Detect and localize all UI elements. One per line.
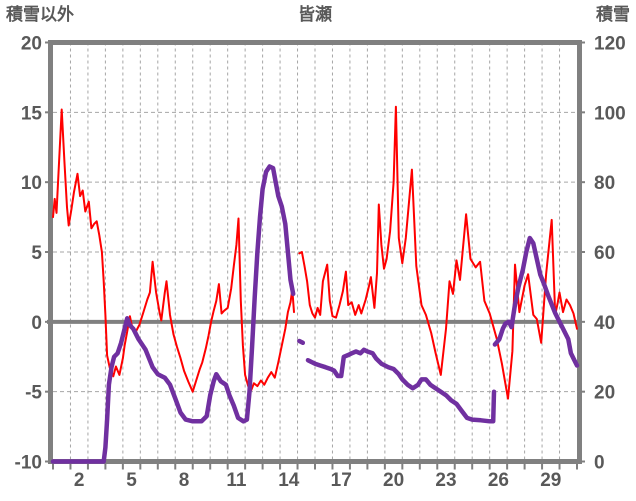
left-axis-tick-label: -5 — [25, 383, 42, 404]
left-axis-tick-label: 20 — [21, 34, 42, 55]
right-axis-tick-label: 120 — [594, 34, 626, 55]
left-axis-tick-label: 0 — [31, 313, 42, 334]
right-axis-tick-label: 0 — [594, 453, 605, 474]
series-line-purple-snow-depth — [492, 235, 580, 368]
left-axis-tick-label: 10 — [21, 173, 42, 194]
x-axis-tick-label: 26 — [488, 470, 509, 491]
axis-ticks — [45, 41, 585, 470]
x-axis-tick-label: 23 — [435, 470, 456, 491]
x-axis-tick-label: 29 — [540, 470, 561, 491]
x-axis-tick-label: 8 — [179, 470, 190, 491]
x-axis-tick-label: 14 — [278, 470, 300, 491]
left-axis-tick-label: 15 — [21, 103, 43, 124]
gridlines — [47, 42, 577, 462]
axis-tick-labels: 20 15 10 5 0 -5 -10 120 100 80 60 40 20 0 2 5 8 11 14 17 20 2… — [15, 34, 626, 492]
right-axis-tick-label: 80 — [594, 173, 615, 194]
x-axis-tick-label: 17 — [331, 470, 352, 491]
right-axis-tick-label: 60 — [594, 243, 615, 264]
left-axis-title: 積雪以外 — [6, 4, 74, 24]
x-axis-tick-label: 11 — [226, 470, 247, 491]
series-line-purple-snow-depth — [297, 338, 306, 346]
series-line-purple-snow-depth — [305, 347, 497, 424]
right-axis-tick-label: 100 — [594, 103, 626, 124]
right-axis-tick-label: 40 — [594, 313, 615, 334]
x-axis-tick-label: 2 — [74, 470, 85, 491]
x-axis-tick-label: 5 — [126, 470, 137, 491]
left-axis-tick-label: -10 — [15, 453, 42, 474]
chart-title: 皆瀬 — [298, 4, 332, 24]
x-axis-tick-label: 20 — [383, 470, 404, 491]
series-line-red-temperature — [298, 105, 578, 400]
series-line-purple-snow-depth — [50, 164, 296, 464]
left-axis-tick-label: 5 — [31, 243, 42, 264]
right-axis-title: 積雪 — [596, 4, 630, 24]
right-axis-tick-label: 20 — [594, 383, 615, 404]
data-series — [50, 105, 580, 464]
